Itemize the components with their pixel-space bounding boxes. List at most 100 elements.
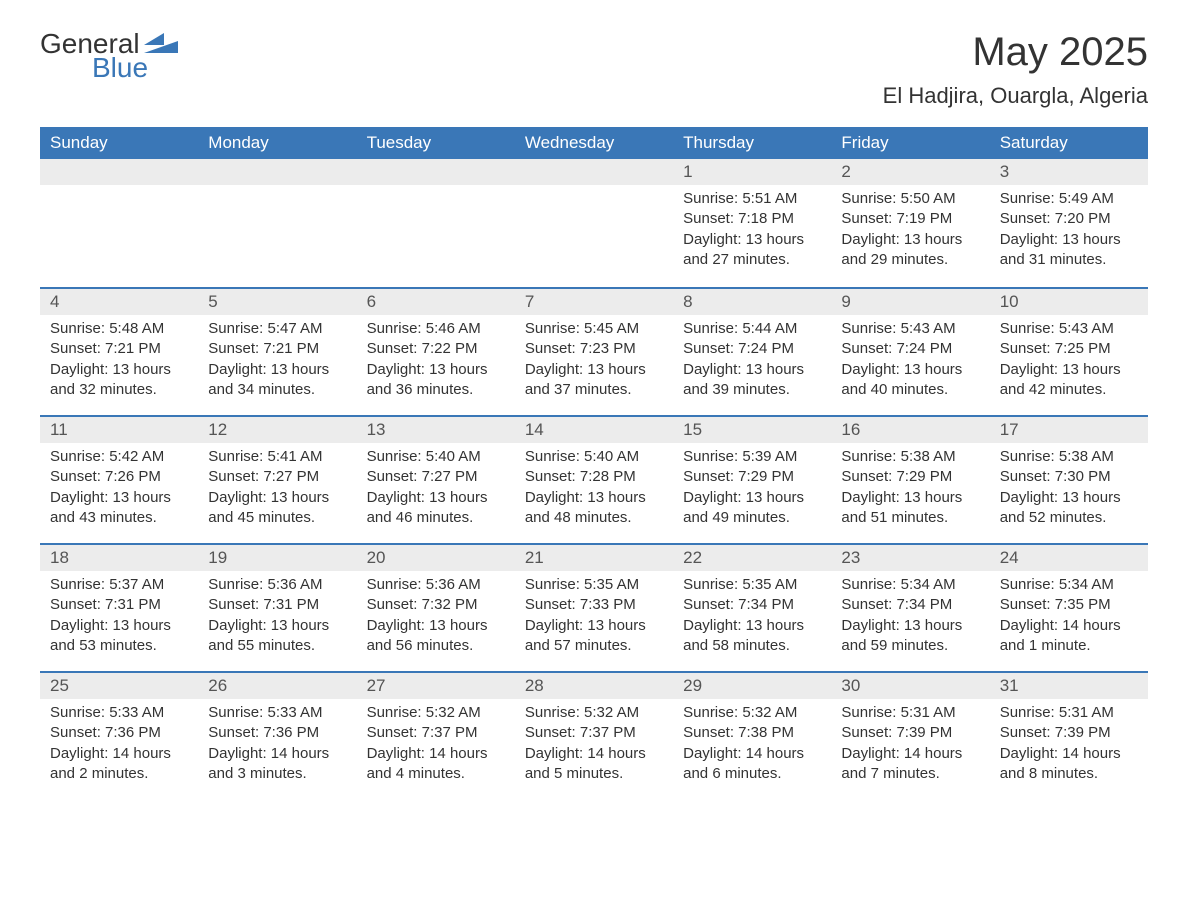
sunset-text: Sunset: 7:35 PM — [1000, 595, 1138, 615]
day-info: Sunrise: 5:32 AMSunset: 7:37 PMDaylight:… — [515, 699, 673, 798]
sunrise-text: Sunrise: 5:32 AM — [367, 703, 505, 723]
day-info: Sunrise: 5:32 AMSunset: 7:37 PMDaylight:… — [357, 699, 515, 798]
calendar-day-cell: 28Sunrise: 5:32 AMSunset: 7:37 PMDayligh… — [515, 671, 673, 799]
sunrise-text: Sunrise: 5:38 AM — [841, 447, 979, 467]
day-number-empty — [515, 159, 673, 185]
calendar-day-cell: 24Sunrise: 5:34 AMSunset: 7:35 PMDayligh… — [990, 543, 1148, 671]
calendar-day-cell: 27Sunrise: 5:32 AMSunset: 7:37 PMDayligh… — [357, 671, 515, 799]
sunrise-text: Sunrise: 5:31 AM — [1000, 703, 1138, 723]
calendar-day-cell: 3Sunrise: 5:49 AMSunset: 7:20 PMDaylight… — [990, 159, 1148, 287]
sunrise-text: Sunrise: 5:35 AM — [525, 575, 663, 595]
daylight-text: Daylight: 13 hours and 39 minutes. — [683, 360, 821, 401]
sunrise-text: Sunrise: 5:36 AM — [367, 575, 505, 595]
sunset-text: Sunset: 7:39 PM — [1000, 723, 1138, 743]
day-number: 5 — [198, 289, 356, 315]
sunset-text: Sunset: 7:27 PM — [367, 467, 505, 487]
calendar-day-cell: 16Sunrise: 5:38 AMSunset: 7:29 PMDayligh… — [831, 415, 989, 543]
daylight-text: Daylight: 14 hours and 7 minutes. — [841, 744, 979, 785]
sunset-text: Sunset: 7:34 PM — [841, 595, 979, 615]
day-info: Sunrise: 5:31 AMSunset: 7:39 PMDaylight:… — [990, 699, 1148, 798]
day-info: Sunrise: 5:34 AMSunset: 7:35 PMDaylight:… — [990, 571, 1148, 670]
sunset-text: Sunset: 7:39 PM — [841, 723, 979, 743]
sunset-text: Sunset: 7:31 PM — [208, 595, 346, 615]
day-number: 23 — [831, 545, 989, 571]
daylight-text: Daylight: 13 hours and 53 minutes. — [50, 616, 188, 657]
sunset-text: Sunset: 7:30 PM — [1000, 467, 1138, 487]
day-info: Sunrise: 5:45 AMSunset: 7:23 PMDaylight:… — [515, 315, 673, 414]
daylight-text: Daylight: 13 hours and 31 minutes. — [1000, 230, 1138, 271]
day-number: 31 — [990, 673, 1148, 699]
sunset-text: Sunset: 7:37 PM — [525, 723, 663, 743]
calendar-table: SundayMondayTuesdayWednesdayThursdayFrid… — [40, 127, 1148, 799]
day-info: Sunrise: 5:51 AMSunset: 7:18 PMDaylight:… — [673, 185, 831, 284]
day-number-empty — [40, 159, 198, 185]
daylight-text: Daylight: 13 hours and 29 minutes. — [841, 230, 979, 271]
sunset-text: Sunset: 7:24 PM — [841, 339, 979, 359]
calendar-day-cell: 11Sunrise: 5:42 AMSunset: 7:26 PMDayligh… — [40, 415, 198, 543]
calendar-day-cell: 18Sunrise: 5:37 AMSunset: 7:31 PMDayligh… — [40, 543, 198, 671]
day-number: 2 — [831, 159, 989, 185]
day-number: 20 — [357, 545, 515, 571]
calendar-day-cell: 9Sunrise: 5:43 AMSunset: 7:24 PMDaylight… — [831, 287, 989, 415]
sunrise-text: Sunrise: 5:31 AM — [841, 703, 979, 723]
day-number: 26 — [198, 673, 356, 699]
day-number: 28 — [515, 673, 673, 699]
weekday-header: Friday — [831, 127, 989, 159]
daylight-text: Daylight: 13 hours and 43 minutes. — [50, 488, 188, 529]
sunset-text: Sunset: 7:19 PM — [841, 209, 979, 229]
day-number: 19 — [198, 545, 356, 571]
weekday-header: Saturday — [990, 127, 1148, 159]
sunrise-text: Sunrise: 5:32 AM — [683, 703, 821, 723]
day-number: 3 — [990, 159, 1148, 185]
day-number-empty — [357, 159, 515, 185]
calendar-day-cell: 1Sunrise: 5:51 AMSunset: 7:18 PMDaylight… — [673, 159, 831, 287]
daylight-text: Daylight: 13 hours and 59 minutes. — [841, 616, 979, 657]
daylight-text: Daylight: 14 hours and 5 minutes. — [525, 744, 663, 785]
day-info: Sunrise: 5:31 AMSunset: 7:39 PMDaylight:… — [831, 699, 989, 798]
day-info: Sunrise: 5:47 AMSunset: 7:21 PMDaylight:… — [198, 315, 356, 414]
flag-icon — [144, 30, 178, 58]
sunrise-text: Sunrise: 5:40 AM — [525, 447, 663, 467]
sunset-text: Sunset: 7:18 PM — [683, 209, 821, 229]
daylight-text: Daylight: 13 hours and 49 minutes. — [683, 488, 821, 529]
day-info: Sunrise: 5:41 AMSunset: 7:27 PMDaylight:… — [198, 443, 356, 542]
sunrise-text: Sunrise: 5:42 AM — [50, 447, 188, 467]
sunrise-text: Sunrise: 5:43 AM — [841, 319, 979, 339]
sunrise-text: Sunrise: 5:48 AM — [50, 319, 188, 339]
sunrise-text: Sunrise: 5:41 AM — [208, 447, 346, 467]
calendar-day-cell: 13Sunrise: 5:40 AMSunset: 7:27 PMDayligh… — [357, 415, 515, 543]
location: El Hadjira, Ouargla, Algeria — [883, 83, 1148, 109]
sunrise-text: Sunrise: 5:32 AM — [525, 703, 663, 723]
weekday-header-row: SundayMondayTuesdayWednesdayThursdayFrid… — [40, 127, 1148, 159]
day-number: 22 — [673, 545, 831, 571]
calendar-day-cell: 31Sunrise: 5:31 AMSunset: 7:39 PMDayligh… — [990, 671, 1148, 799]
day-number: 6 — [357, 289, 515, 315]
calendar-day-cell: 6Sunrise: 5:46 AMSunset: 7:22 PMDaylight… — [357, 287, 515, 415]
sunset-text: Sunset: 7:29 PM — [841, 467, 979, 487]
sunrise-text: Sunrise: 5:40 AM — [367, 447, 505, 467]
day-info: Sunrise: 5:42 AMSunset: 7:26 PMDaylight:… — [40, 443, 198, 542]
sunrise-text: Sunrise: 5:46 AM — [367, 319, 505, 339]
daylight-text: Daylight: 13 hours and 46 minutes. — [367, 488, 505, 529]
calendar-day-cell: 17Sunrise: 5:38 AMSunset: 7:30 PMDayligh… — [990, 415, 1148, 543]
sunset-text: Sunset: 7:27 PM — [208, 467, 346, 487]
day-info: Sunrise: 5:37 AMSunset: 7:31 PMDaylight:… — [40, 571, 198, 670]
daylight-text: Daylight: 13 hours and 45 minutes. — [208, 488, 346, 529]
daylight-text: Daylight: 13 hours and 27 minutes. — [683, 230, 821, 271]
day-number: 8 — [673, 289, 831, 315]
calendar-day-cell: 15Sunrise: 5:39 AMSunset: 7:29 PMDayligh… — [673, 415, 831, 543]
day-number: 9 — [831, 289, 989, 315]
weekday-header: Wednesday — [515, 127, 673, 159]
daylight-text: Daylight: 13 hours and 55 minutes. — [208, 616, 346, 657]
calendar-day-cell: 8Sunrise: 5:44 AMSunset: 7:24 PMDaylight… — [673, 287, 831, 415]
daylight-text: Daylight: 14 hours and 4 minutes. — [367, 744, 505, 785]
daylight-text: Daylight: 13 hours and 52 minutes. — [1000, 488, 1138, 529]
calendar-day-cell: 21Sunrise: 5:35 AMSunset: 7:33 PMDayligh… — [515, 543, 673, 671]
daylight-text: Daylight: 13 hours and 56 minutes. — [367, 616, 505, 657]
daylight-text: Daylight: 14 hours and 1 minute. — [1000, 616, 1138, 657]
calendar-week-row: 25Sunrise: 5:33 AMSunset: 7:36 PMDayligh… — [40, 671, 1148, 799]
daylight-text: Daylight: 14 hours and 3 minutes. — [208, 744, 346, 785]
day-number: 15 — [673, 417, 831, 443]
calendar-week-row: 18Sunrise: 5:37 AMSunset: 7:31 PMDayligh… — [40, 543, 1148, 671]
day-info: Sunrise: 5:35 AMSunset: 7:34 PMDaylight:… — [673, 571, 831, 670]
